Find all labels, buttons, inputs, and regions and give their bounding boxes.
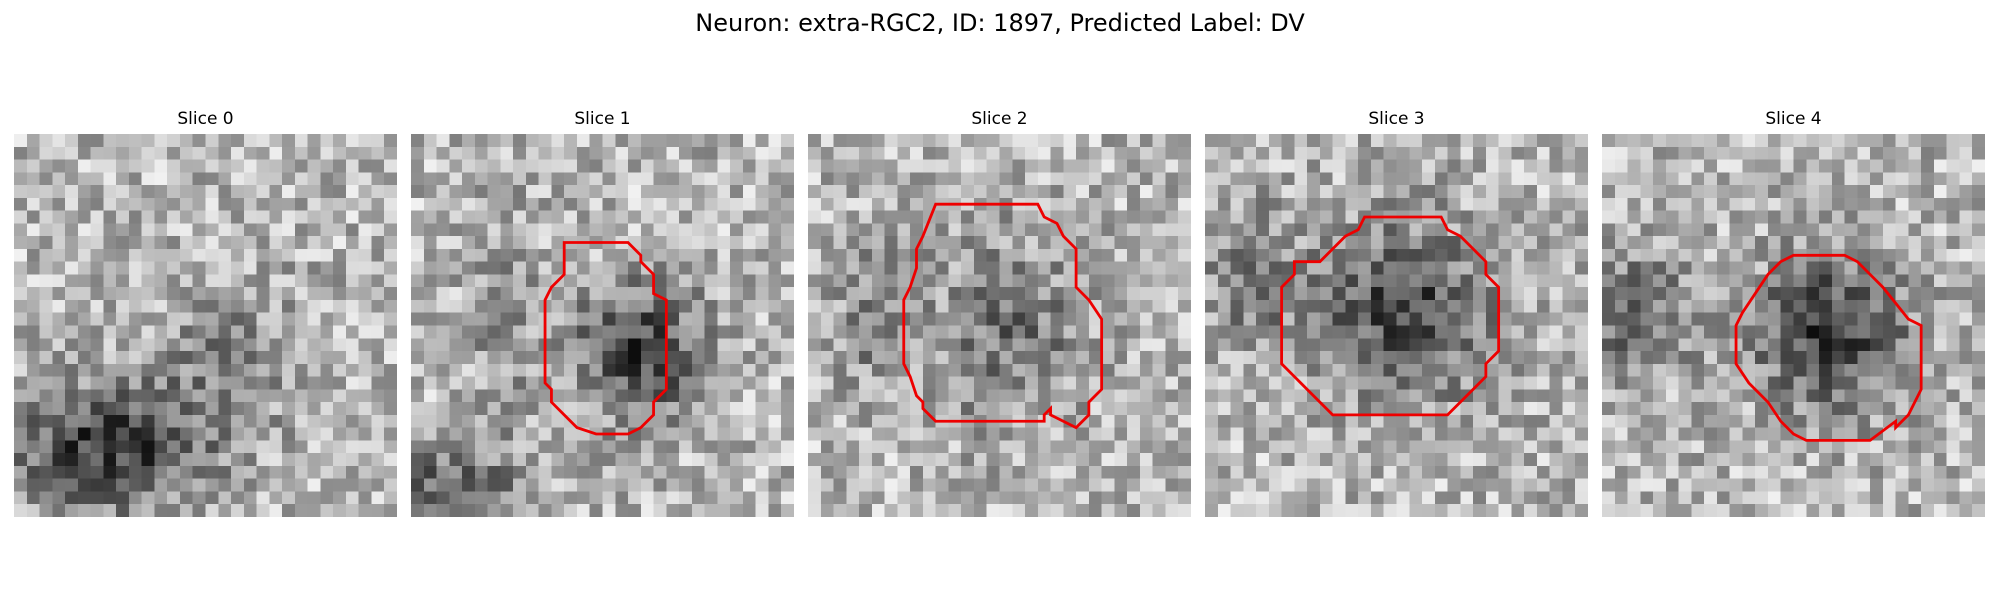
slice-1-pixels <box>411 134 794 517</box>
figure-title: Neuron: extra-RGC2, ID: 1897, Predicted … <box>695 9 1305 37</box>
panel-title-slice-0: Slice 0 <box>177 109 234 129</box>
slice-2-image <box>808 134 1191 517</box>
slice-3-pixels <box>1205 134 1588 517</box>
slice-4-pixels <box>1602 134 1985 517</box>
panel-title-slice-2: Slice 2 <box>971 109 1028 129</box>
slice-2-contour <box>902 202 1104 430</box>
panel-title-slice-1: Slice 1 <box>574 109 631 129</box>
panel-title-slice-3: Slice 3 <box>1368 109 1425 129</box>
slice-2-pixels <box>808 134 1191 517</box>
slice-0-image <box>14 134 397 517</box>
slice-3-contour <box>1280 215 1501 417</box>
slice-4-contour <box>1734 253 1923 442</box>
slice-1-contour <box>543 241 668 436</box>
slice-4-image <box>1602 134 1985 517</box>
slice-1-image <box>411 134 794 517</box>
panel-title-slice-4: Slice 4 <box>1765 109 1822 129</box>
slice-0-pixels <box>14 134 397 517</box>
slice-3-image <box>1205 134 1588 517</box>
